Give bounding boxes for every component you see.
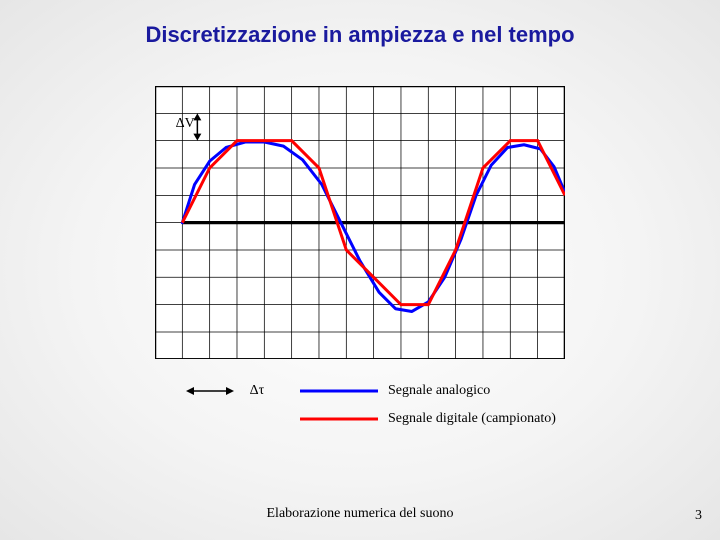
delta-t-marker [186, 382, 246, 400]
legend: Δτ Segnale analogico Segnale digitale (c… [150, 380, 610, 430]
footer-text: Elaborazione numerica del suono [0, 506, 720, 522]
delta-t-label: Δτ [250, 383, 265, 399]
legend-swatch-analog [300, 387, 380, 395]
page-number: 3 [695, 508, 702, 524]
legend-label-analog: Segnale analogico [388, 383, 610, 399]
discretization-chart [155, 86, 565, 359]
legend-swatch-digital [300, 415, 380, 423]
legend-label-digital: Segnale digitale (campionato) [388, 411, 610, 427]
legend-row-digital: Segnale digitale (campionato) [150, 408, 610, 430]
delta-v-label: ΔV [176, 116, 195, 132]
page-title: Discretizzazione in ampiezza e nel tempo [0, 22, 720, 48]
legend-row-analog: Δτ Segnale analogico [150, 380, 610, 402]
chart-container: ΔV [155, 86, 565, 364]
